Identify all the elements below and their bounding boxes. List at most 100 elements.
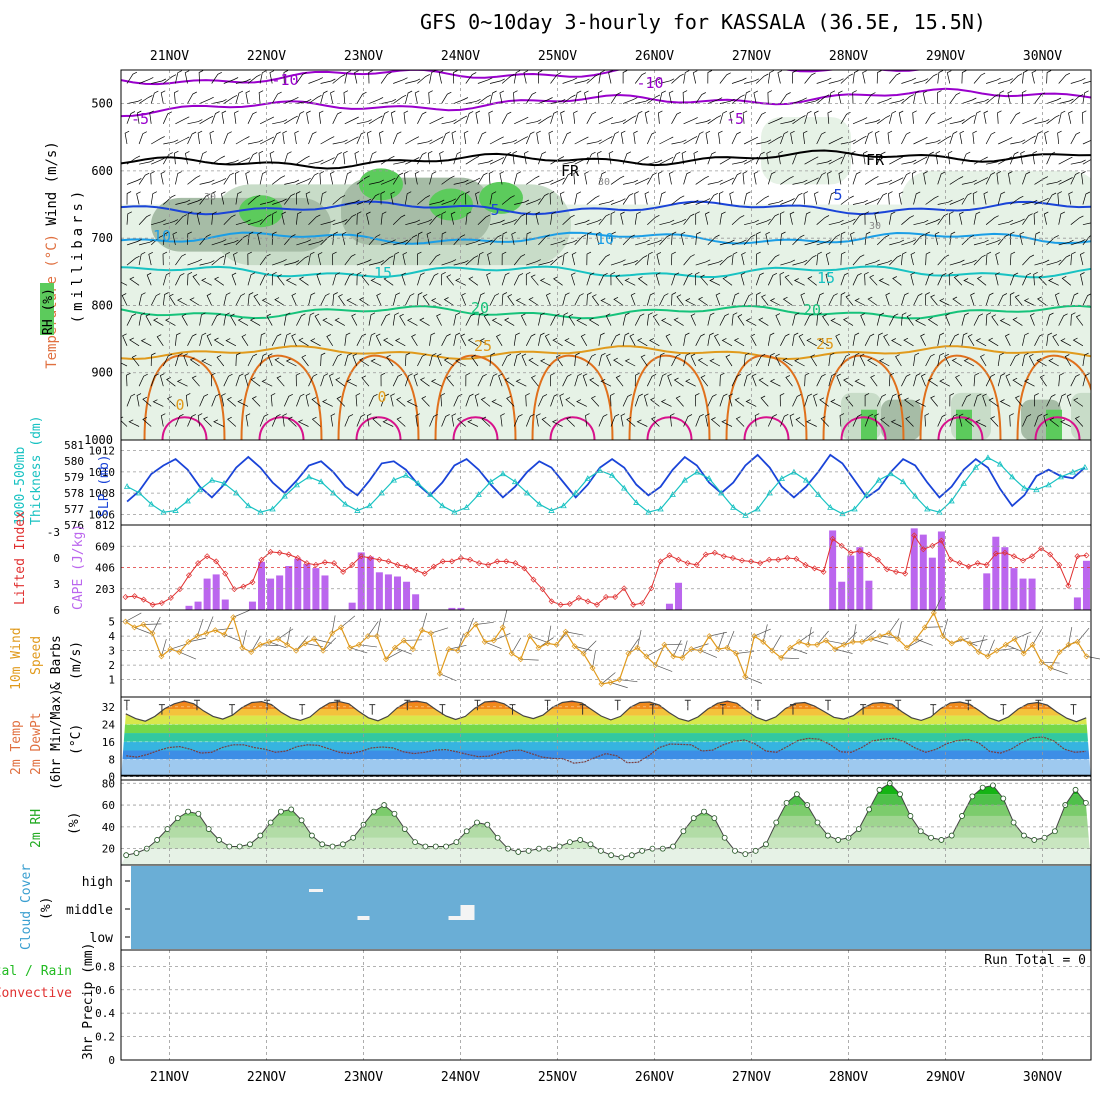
wind-barb [610,413,620,427]
lifted-index-point [131,593,138,600]
wind-barb [513,90,518,104]
rh-shade-region [956,409,972,440]
surface-wind-barb [367,621,379,637]
wind-barb [481,416,491,427]
wind-barb [241,334,249,346]
wind-barb [269,151,275,165]
wind-speed-point [966,640,973,647]
lifted-index-point [158,600,165,607]
wind-barb [405,78,421,84]
wind-barb [891,338,902,347]
wind-barb [598,414,608,427]
wind-barb [305,393,311,407]
wind-barb [211,211,217,225]
wind-barb [1080,272,1085,286]
wind-barb [526,119,542,125]
wind-barb [380,155,395,165]
wind-barb [719,72,731,84]
wind-barb [719,313,730,326]
wind-barb [211,111,220,124]
wind-barb [997,352,1004,367]
wind-barb [961,70,967,84]
wind-speed-point [688,646,695,653]
thickness-point [184,497,191,504]
wind-barb [586,292,592,306]
wind-barb [842,317,854,326]
wind-barb [659,136,674,145]
wind-barb [707,115,722,125]
lifted-index-point [1001,549,1008,556]
wind-barb [983,191,989,205]
cape-bar [983,573,991,610]
wind-barb [320,78,336,84]
wind-barb [524,150,529,165]
thickness-point [984,454,992,461]
wind-barb [898,110,904,124]
wind-speed-point [499,624,506,631]
wind-barb [598,352,606,367]
lifted-index-point [185,572,192,579]
wind-barb [586,218,602,226]
surface-wind-barb [879,635,898,639]
wind-barb [914,399,926,407]
wind-barb [126,239,142,246]
wind-barb [513,171,522,185]
wind-barb [864,413,874,427]
wind-barb [985,373,996,387]
wind-barb [852,213,864,225]
precip-tick-label: 0.6 [95,984,115,997]
surface-wind-barb [448,644,467,650]
wind-barb [514,136,528,145]
wind-barb [296,211,302,225]
wind-barb [740,272,746,286]
rh-point [928,834,934,841]
cape-tick-label: 812 [95,519,115,532]
precip-run-total: Run Total = 0 [984,953,1086,968]
surface-wind-barb [125,612,142,622]
thickness-point [414,479,422,486]
rh-point [773,819,780,826]
wind-barb [463,130,469,145]
wind-barb [1081,171,1086,185]
wind-barb [550,72,562,84]
wind-barb [356,175,370,185]
thickness-point [1045,481,1052,488]
wind-barb [934,231,940,245]
wind-barb [731,239,747,246]
wind-barb [780,413,789,427]
isotherm-loop [161,416,208,440]
wind-barb [1010,195,1024,205]
thickness-point [815,491,822,497]
wind-speed-point [436,670,443,677]
isotherm-loop [822,354,905,440]
max-temp-marker [579,704,586,715]
wind-barb [598,136,613,145]
wind-barb [610,333,621,346]
wind-barb [988,397,999,407]
wind-speed-point [185,638,192,645]
wind-barb [526,198,541,205]
wind-barb [344,214,357,225]
wind-barb [877,97,892,104]
cape-bar [675,582,683,610]
wind-barb [741,252,746,266]
wind-barb [355,393,361,407]
lifted-index-tick-label: -3 [47,526,60,539]
wind-barb [550,211,557,225]
contour-label: FR [866,151,885,169]
wind-barb [649,338,660,347]
wind-barb [259,171,267,185]
wind-barb [707,151,716,165]
wind-barb [199,115,214,125]
wind-barb [344,171,352,185]
rh-point [876,786,883,793]
wind-barb [804,110,812,124]
wind-barb [413,373,419,387]
wind-barb [864,259,880,266]
rh-point [794,791,800,798]
wind-barb [840,111,851,124]
wind-barb [499,171,505,185]
wind-barb [379,130,384,145]
wind-barb [870,374,878,387]
wind-barb [199,332,207,346]
